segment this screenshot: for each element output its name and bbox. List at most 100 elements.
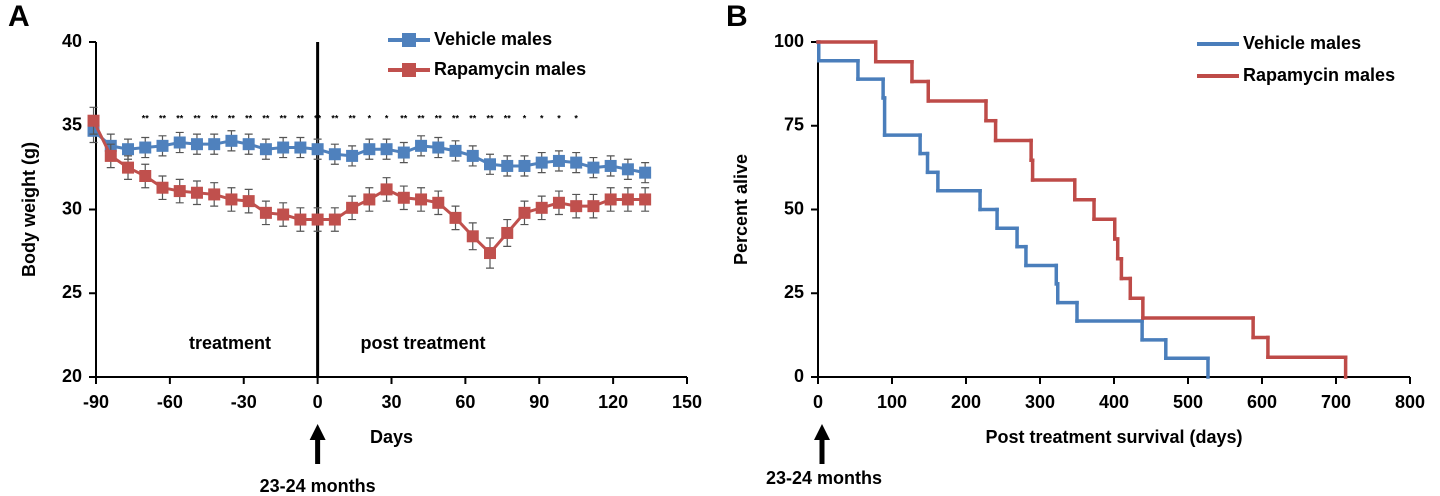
data-marker bbox=[156, 139, 169, 152]
arrow-head bbox=[814, 424, 830, 440]
x-tick-label: 100 bbox=[877, 392, 907, 412]
data-marker bbox=[259, 206, 272, 219]
x-tick-label: 600 bbox=[1247, 392, 1277, 412]
data-marker bbox=[380, 143, 393, 156]
data-marker bbox=[484, 158, 496, 171]
y-tick-label: 30 bbox=[62, 198, 82, 218]
x-tick-label: -60 bbox=[157, 392, 183, 412]
data-marker bbox=[570, 200, 583, 213]
significance-label: ** bbox=[349, 113, 357, 123]
y-tick-label: 0 bbox=[794, 366, 804, 386]
data-marker bbox=[122, 143, 135, 156]
significance-label: ** bbox=[245, 113, 253, 123]
data-marker bbox=[415, 139, 428, 152]
data-marker bbox=[552, 154, 565, 167]
data-marker bbox=[328, 148, 341, 161]
significance-label: ** bbox=[176, 113, 184, 123]
significance-label: ** bbox=[400, 113, 408, 123]
data-marker bbox=[294, 141, 307, 154]
significance-label: * bbox=[385, 113, 389, 123]
data-marker bbox=[484, 247, 496, 260]
x-axis-title: Post treatment survival (days) bbox=[985, 427, 1242, 447]
data-marker bbox=[173, 185, 186, 198]
x-tick-label: 30 bbox=[381, 392, 401, 412]
significance-label: ** bbox=[331, 113, 339, 123]
data-marker bbox=[621, 163, 634, 176]
data-marker bbox=[397, 146, 410, 159]
x-tick-label: 500 bbox=[1173, 392, 1203, 412]
data-marker bbox=[449, 211, 462, 224]
data-marker bbox=[208, 138, 221, 151]
data-marker bbox=[277, 208, 290, 221]
data-marker bbox=[587, 200, 600, 213]
data-marker bbox=[639, 193, 652, 206]
data-marker bbox=[311, 143, 324, 156]
x-tick-label: -30 bbox=[231, 392, 257, 412]
data-marker bbox=[139, 170, 152, 182]
significance-label: ** bbox=[486, 113, 494, 123]
y-tick-label: 25 bbox=[784, 282, 804, 302]
y-tick-label: 35 bbox=[62, 115, 82, 135]
data-marker bbox=[466, 230, 479, 243]
y-tick-label: 75 bbox=[784, 115, 804, 135]
y-tick-label: 25 bbox=[62, 282, 82, 302]
data-marker bbox=[104, 149, 117, 162]
significance-label: ** bbox=[418, 113, 426, 123]
x-tick-label: 0 bbox=[813, 392, 823, 412]
significance-label: ** bbox=[297, 113, 305, 123]
x-tick-label: 800 bbox=[1395, 392, 1425, 412]
data-marker bbox=[552, 196, 565, 209]
data-marker bbox=[328, 213, 341, 226]
data-marker bbox=[621, 193, 634, 206]
data-marker bbox=[604, 193, 617, 206]
data-marker bbox=[242, 138, 255, 151]
significance-label: ** bbox=[435, 113, 443, 123]
data-marker bbox=[277, 141, 290, 154]
chart-panel: A 20 25 30 35 40 -90 -60 -30 0 30 60 90 120 150 Days Bod… bbox=[8, 0, 702, 496]
region-label: post treatment bbox=[360, 333, 485, 353]
data-marker bbox=[294, 213, 307, 226]
legend-label: Rapamycin males bbox=[434, 59, 586, 79]
data-marker bbox=[242, 195, 255, 208]
data-marker bbox=[432, 141, 445, 154]
data-marker bbox=[122, 161, 135, 174]
x-axis-title: Days bbox=[370, 427, 413, 447]
data-marker bbox=[501, 226, 514, 239]
data-marker bbox=[518, 159, 531, 172]
data-marker bbox=[139, 141, 152, 154]
data-marker bbox=[380, 183, 393, 196]
data-marker bbox=[587, 161, 600, 174]
significance-label: ** bbox=[228, 113, 236, 123]
data-marker bbox=[449, 144, 462, 157]
significance-label: ** bbox=[504, 113, 512, 123]
data-marker bbox=[225, 193, 238, 206]
panel-label: B bbox=[726, 0, 748, 33]
significance-label: ** bbox=[280, 113, 288, 123]
significance-label: ** bbox=[262, 113, 270, 123]
data-marker bbox=[363, 143, 376, 156]
legend-label: Vehicle males bbox=[1243, 33, 1361, 53]
data-marker bbox=[363, 193, 376, 206]
significance-label: ** bbox=[314, 113, 322, 123]
data-marker bbox=[311, 213, 324, 226]
data-marker bbox=[535, 156, 548, 169]
y-tick-label: 100 bbox=[774, 31, 804, 51]
chart-panel: B 0 25 50 75 100 0 100 200 300 400 500 600 700 800 Post… bbox=[726, 0, 1425, 488]
x-tick-label: 150 bbox=[672, 392, 702, 412]
data-marker bbox=[535, 201, 548, 214]
significance-label: ** bbox=[469, 113, 477, 123]
legend-label: Vehicle males bbox=[434, 29, 552, 49]
significance-label: * bbox=[574, 113, 578, 123]
x-tick-label: 200 bbox=[951, 392, 981, 412]
region-label: treatment bbox=[189, 333, 271, 353]
significance-label: * bbox=[557, 113, 561, 123]
significance-label: ** bbox=[452, 113, 460, 123]
arrow-head bbox=[309, 424, 326, 440]
data-marker bbox=[415, 193, 428, 206]
data-marker bbox=[225, 134, 238, 147]
significance-label: * bbox=[523, 113, 527, 123]
significance-label: ** bbox=[159, 113, 167, 123]
significance-label: * bbox=[540, 113, 544, 123]
significance-label: ** bbox=[193, 113, 201, 123]
